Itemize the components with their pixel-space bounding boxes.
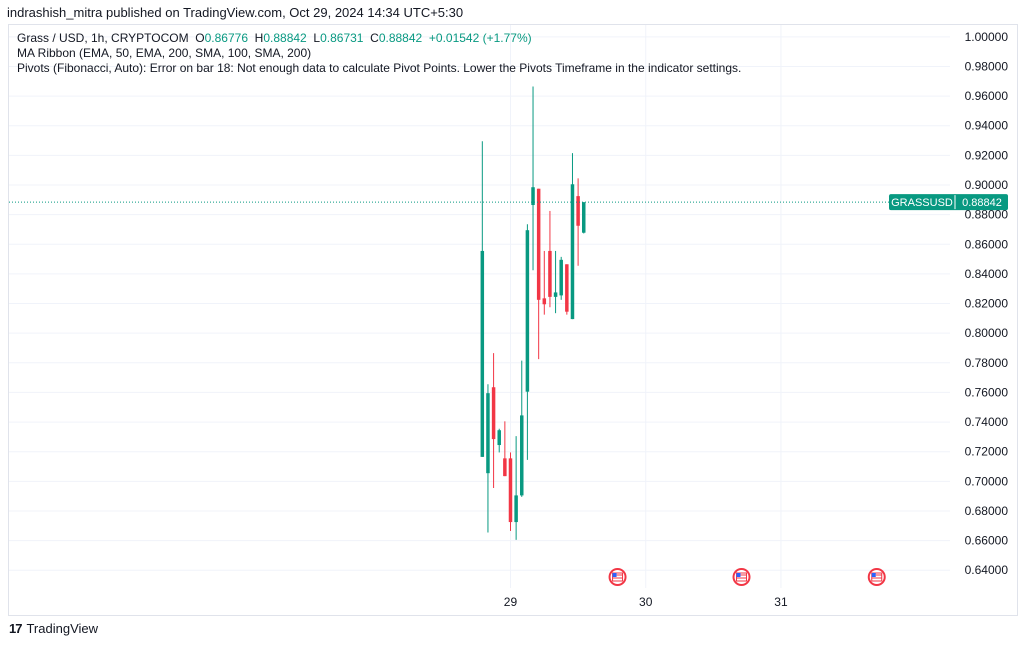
y-tick-label: 0.96000 <box>965 89 1009 103</box>
candle-up <box>525 224 530 460</box>
y-tick-label: 0.80000 <box>965 326 1009 340</box>
price-tag-value: 0.88842 <box>962 197 1002 209</box>
candle-body <box>508 458 513 523</box>
legend-high-value: 0.88842 <box>263 31 307 45</box>
candle-up <box>520 360 524 497</box>
candle-up <box>497 428 501 453</box>
flag-canton <box>736 573 741 577</box>
candle-down <box>542 250 547 315</box>
tradingview-logo[interactable]: 17 TradingView <box>9 621 98 636</box>
candle-body <box>491 387 496 440</box>
us-flag-event-icon[interactable] <box>732 568 751 586</box>
legend-open-label: O <box>195 31 205 45</box>
y-tick-label: 0.94000 <box>965 119 1009 133</box>
y-tick-label: 0.84000 <box>965 267 1009 281</box>
candle-body <box>565 264 569 312</box>
candle-body <box>480 250 485 457</box>
candle-up <box>486 384 490 533</box>
y-tick-label: 1.00000 <box>965 30 1009 44</box>
legend-open-value: 0.86776 <box>204 31 248 45</box>
candle-body <box>536 188 541 300</box>
legend-indicator-ma-ribbon[interactable]: MA Ribbon (EMA, 50, EMA, 200, SMA, 100, … <box>17 46 312 60</box>
candle-down <box>503 421 507 477</box>
y-tick-label: 0.74000 <box>965 415 1009 429</box>
candle-down <box>508 452 513 531</box>
flag-canton <box>871 573 876 577</box>
candle-up <box>480 141 485 457</box>
y-tick-label: 0.66000 <box>965 534 1009 548</box>
candle-body <box>525 230 530 392</box>
legend-close-value: 0.88842 <box>378 31 423 45</box>
candle-down <box>491 353 496 488</box>
legend-low-value: 0.86731 <box>320 31 364 45</box>
chart-frame <box>8 24 1018 616</box>
candle-down <box>536 188 541 360</box>
chart-legend: Grass / USD, 1h, CRYPTOCOM O0.86776 H0.8… <box>17 31 741 76</box>
legend-change: +0.01542 (+1.77%) <box>428 31 532 45</box>
legend-close-label: C <box>370 31 379 45</box>
candle-body <box>497 430 501 446</box>
candle-up <box>514 436 518 540</box>
publish-line: indrashish_mitra published on TradingVie… <box>7 5 464 20</box>
legend-low-label: L <box>313 31 321 45</box>
y-tick-label: 0.70000 <box>965 474 1009 488</box>
candle-up <box>581 202 586 234</box>
candle-down <box>548 210 552 308</box>
y-tick-label: 0.90000 <box>965 178 1009 192</box>
candle-body <box>542 298 547 305</box>
y-tick-label: 0.86000 <box>965 237 1009 251</box>
candle-body <box>520 415 524 496</box>
y-tick-label: 0.88000 <box>965 208 1009 222</box>
grid-lines <box>9 25 950 588</box>
event-markers <box>608 568 886 586</box>
y-tick-label: 0.98000 <box>965 59 1009 73</box>
candle-up <box>559 256 563 300</box>
legend-symbol[interactable]: Grass / USD, 1h, CRYPTOCOM <box>17 31 189 45</box>
price-tag-bg <box>889 194 1008 211</box>
y-tick-label: 0.82000 <box>965 297 1009 311</box>
candle-body <box>503 458 507 477</box>
candle-up <box>553 250 558 314</box>
candle-body <box>576 196 580 226</box>
legend-high-label: H <box>254 31 264 45</box>
us-flag-event-icon[interactable] <box>608 568 627 586</box>
y-tick-label: 0.72000 <box>965 445 1009 459</box>
price-tag-symbol: GRASSUSD <box>891 197 953 209</box>
last-price-line: GRASSUSD 0.88842 <box>9 194 1008 211</box>
candle-down <box>576 178 580 266</box>
x-tick-label: 29 <box>504 595 518 609</box>
us-flag-event-icon[interactable] <box>867 568 886 586</box>
candle-body <box>548 250 552 297</box>
tradingview-logo-icon: 17 <box>9 621 23 636</box>
candle-up <box>531 86 535 271</box>
candle-body <box>570 184 575 320</box>
candle-body <box>514 495 518 523</box>
y-axis-ticks: 1.00000 0.98000 0.96000 0.94000 0.92000 0.900… <box>965 30 1009 577</box>
x-axis-ticks: 29 30 31 <box>504 595 788 609</box>
y-tick-label: 0.68000 <box>965 504 1009 518</box>
flag-canton <box>612 573 617 577</box>
x-tick-label: 31 <box>774 595 788 609</box>
tradingview-brand: TradingView <box>26 621 99 636</box>
y-tick-label: 0.76000 <box>965 385 1009 399</box>
y-tick-label: 0.78000 <box>965 356 1009 370</box>
legend-ohlc-row: Grass / USD, 1h, CRYPTOCOM O0.86776 H0.8… <box>17 31 741 46</box>
legend-indicator-pivots[interactable]: Pivots (Fibonacci, Auto): Error on bar 1… <box>17 61 742 75</box>
y-tick-label: 0.92000 <box>965 148 1009 162</box>
candles <box>480 86 586 540</box>
y-tick-label: 0.64000 <box>965 563 1009 577</box>
candle-down <box>565 264 569 315</box>
candle-body <box>531 187 535 206</box>
candle-body <box>559 259 563 296</box>
candle-body <box>553 292 558 297</box>
candle-up <box>570 153 575 320</box>
candle-body <box>581 202 586 233</box>
x-tick-label: 30 <box>639 595 653 609</box>
candle-body <box>486 393 490 474</box>
